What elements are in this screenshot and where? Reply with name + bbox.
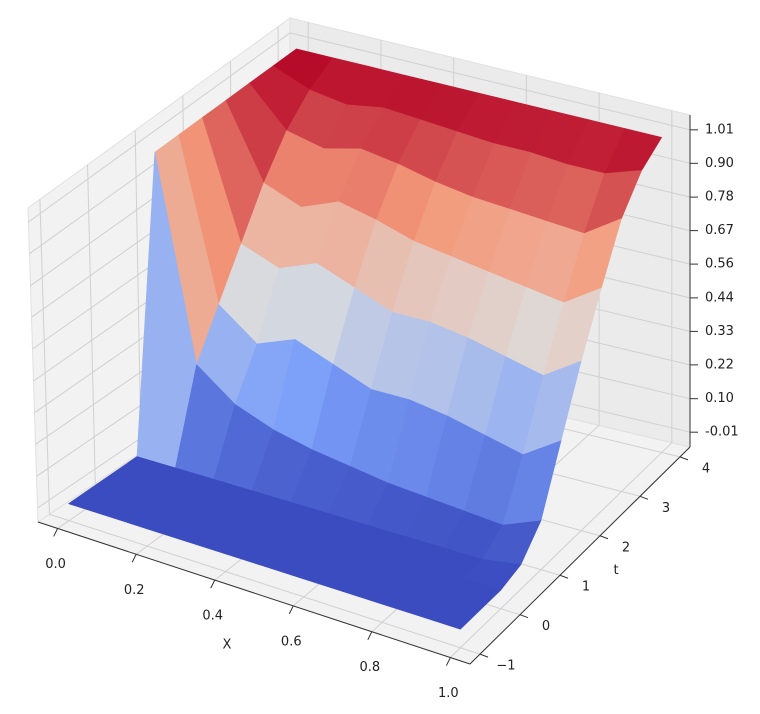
z-tick-label: 0.78	[705, 190, 734, 205]
x-axis	[37, 521, 471, 665]
y-tick-label: 1	[582, 580, 590, 595]
x-tick	[288, 605, 294, 615]
x-tick	[367, 631, 373, 640]
grid-line	[49, 513, 481, 655]
z-tick-label: 0.90	[705, 156, 734, 171]
y-tick	[639, 495, 649, 500]
y-axis-label: t	[613, 563, 618, 578]
x-tick-label: 0.8	[359, 660, 380, 675]
y-tick	[679, 456, 689, 461]
z-tick-label: 0.44	[705, 290, 734, 305]
surface-patch	[420, 597, 481, 630]
labels: 0.0 0.2 0.4 0.6 0.8 1.0 −1 0 1 2 3 4 -0.01 0.10 0.22 0.…	[37, 115, 739, 701]
x-tick-label: 0.0	[45, 557, 66, 572]
x-axis-label: X	[223, 638, 232, 653]
z-tick-label: 0.56	[705, 257, 734, 272]
x-tick	[210, 579, 216, 589]
y-tick	[519, 614, 529, 619]
x-tick	[445, 657, 451, 666]
z-tick-label: 0.33	[705, 324, 734, 339]
x-tick-label: 0.6	[281, 634, 302, 649]
x-tick-label: 0.2	[124, 583, 145, 598]
grid-line	[450, 442, 673, 658]
y-axis	[469, 446, 691, 665]
y-tick-label: −1	[496, 659, 515, 674]
x-tick	[53, 528, 59, 537]
grid-line	[289, 32, 691, 131]
y-tick	[599, 535, 609, 540]
y-tick-label: 2	[622, 540, 630, 555]
y-tick	[559, 574, 569, 579]
y-tick-label: 4	[702, 461, 710, 476]
y-tick	[479, 653, 489, 658]
grid-line	[39, 199, 50, 515]
y-tick-label: 3	[662, 501, 670, 516]
x-tick	[131, 554, 137, 563]
z-tick-label: 0.67	[705, 223, 734, 238]
z-tick-label: -0.01	[705, 425, 739, 440]
x-tick-label: 1.0	[438, 686, 459, 701]
x-tick-label: 0.4	[202, 609, 223, 624]
grid-line	[87, 164, 96, 484]
z-tick-label: 0.22	[705, 357, 734, 372]
z-tick-label: 1.01	[705, 122, 734, 137]
surface	[68, 48, 663, 630]
y-tick-label: 0	[542, 619, 550, 634]
grid-line	[28, 32, 291, 223]
z-tick-label: 0.10	[705, 391, 734, 406]
